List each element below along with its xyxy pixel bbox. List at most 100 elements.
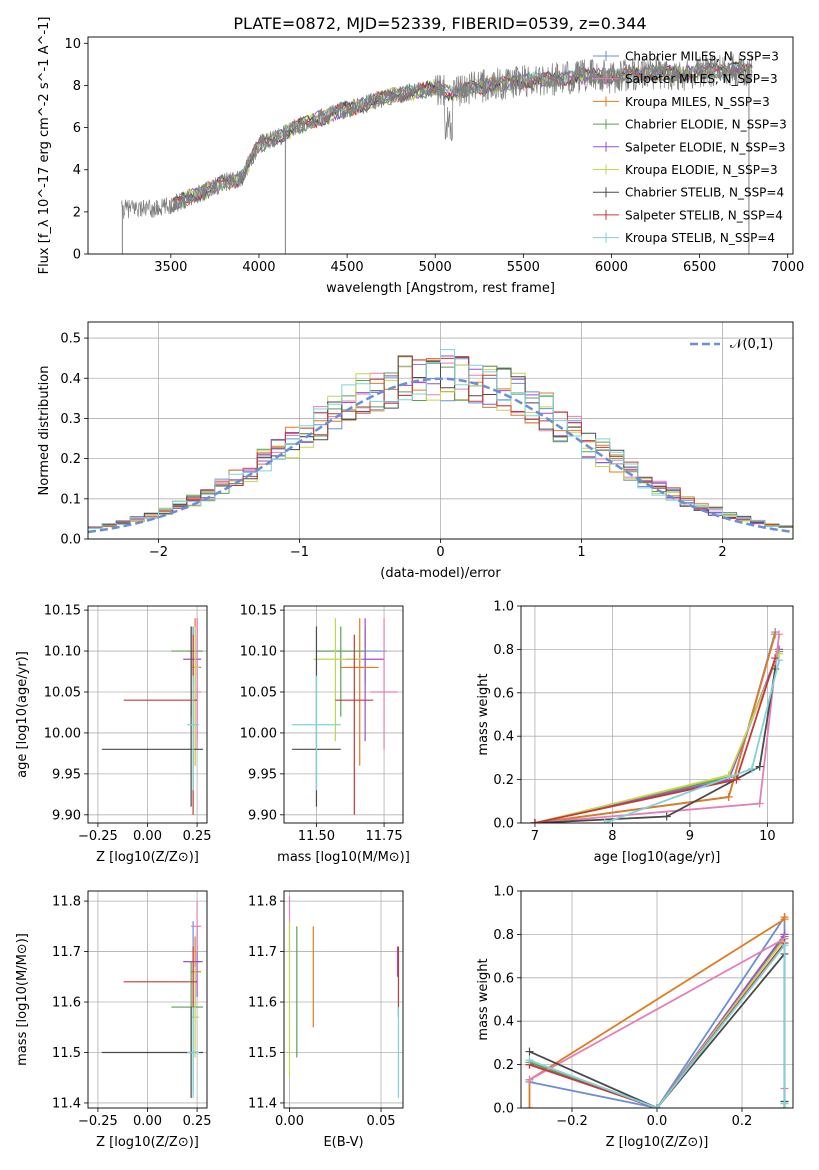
weight-marker [653,1104,661,1108]
y-axis-label: age [log10(age/yr)] [15,651,30,778]
y-tick-label: 2 [73,205,81,220]
weight-marker [775,630,784,639]
mass_vs_ebv-plot-area [288,896,400,1098]
age_vs_Z-panel: −0.25 0.00 0.25 9.90 9.95 10.00 10.05 10.10 10.1… [15,604,212,865]
weight_vs_Z-frame [520,890,794,1109]
legend-entry: Salpeter STELIB, N_SSP=4 [625,208,783,222]
weight_vs_age-panel: 7 8 9 10 0.0 0.2 0.4 0.6 0.8 1.0 age [log10(age/yr… [476,600,794,865]
legend-entry: Chabrier STELIB, N_SSP=4 [625,186,784,200]
legend-entry: Chabrier ELODIE, N_SSP=3 [625,118,787,132]
y-tick-label: 0.2 [60,452,81,467]
x-axis-label: Z [log10(Z/Z⊙)] [96,1135,199,1150]
residual-legend: 𝒩(0,1) [690,337,773,352]
weight-marker [755,799,764,808]
age_vs_Z-frame [87,605,208,824]
weight_vs_Z-panel: −0.2 0.0 0.2 0.0 0.2 0.4 0.6 0.8 1.0 Z [log10(Z/Z… [476,885,794,1150]
y-tick-label: 10 [64,37,81,52]
y-tick-label: 0.6 [493,686,514,701]
y-tick-label: 0 [73,248,81,263]
weight-marker [662,812,671,821]
y-tick-label: 6 [73,121,81,136]
spectrum-legend: Chabrier MILES, N_SSP=3 Salpeter MILES, N… [593,50,787,245]
residual-histogram [88,355,793,529]
y-tick-label: 10.10 [44,645,81,660]
y-tick-label: 9.90 [52,808,81,823]
age_vs_Z-plot-area [101,618,204,815]
y-tick-label: 9.95 [52,767,81,782]
x-tick-label: 5500 [507,260,540,275]
errorbar-point [187,675,200,791]
x-tick-label: −0.2 [556,1114,588,1129]
y-tick-label: 10.10 [240,645,277,660]
y-tick-label: 11.4 [248,1096,277,1111]
y-tick-label: 9.90 [248,808,277,823]
legend-entry: Kroupa STELIB, N_SSP=4 [625,231,775,245]
legend-entry: 𝒩(0,1) [730,337,773,352]
errorbar-point [191,901,202,952]
x-tick-label: 0.25 [183,829,212,844]
x-tick-label: 0.00 [133,829,162,844]
y-tick-label: 11.5 [52,1046,81,1061]
legend-entry: Kroupa MILES, N_SSP=3 [625,95,770,109]
y-tick-label: 0.4 [493,730,514,745]
errorbar-point [187,1007,200,1098]
y-tick-label: 0.8 [493,643,514,658]
y-axis-label: Normed distribution [37,366,52,496]
weight_vs_age-frame [520,605,794,824]
y-tick-label: 0.0 [493,817,514,832]
weight-marker [530,819,539,823]
age_vs_mass-panel: 11.50 11.75 9.90 9.95 10.00 10.05 10.10 10.15 ma… [240,604,410,865]
weight_vs_age-plot-area [530,628,784,823]
spectrum-panel: 3500 4000 4500 5000 5500 6000 6500 7000 0 2 4 6 8 10 w… [37,17,804,296]
y-tick-label: 11.6 [248,996,277,1011]
x-tick-label: −0.25 [78,1114,118,1129]
age_vs_mass-plot-area [292,618,398,815]
y-axis-label: mass [log10(M/M⊙)] [15,933,30,1066]
weight-marker [747,764,756,773]
y-tick-label: 11.6 [52,996,81,1011]
x-tick-label: 6500 [683,260,716,275]
residuals-frame [87,321,794,540]
x-tick-label: 2 [718,545,726,560]
x-tick-label: −0.25 [78,829,118,844]
x-tick-label: 0.00 [133,1114,162,1129]
x-tick-label: 1 [577,545,585,560]
weight-marker [600,819,609,823]
residuals-panel: −2 −1 0 1 2 0.0 0.1 0.2 0.3 0.4 0.5 (data-model)/er… [37,321,794,581]
y-tick-label: 10.00 [240,726,277,741]
x-axis-label: wavelength [Angstrom, rest frame] [326,281,555,296]
mass_vs_Z-frame [87,890,208,1109]
x-axis-label: Z [log10(Z/Z⊙)] [606,1135,709,1150]
y-axis-label: mass weight [476,673,491,755]
x-axis-label: E(B-V) [323,1135,363,1150]
y-tick-label: 8 [73,79,81,94]
y-tick-label: 0.2 [493,1058,514,1073]
weight-line [534,668,777,823]
y-tick-label: 11.8 [248,895,277,910]
y-tick-label: 10.15 [44,604,81,619]
y-tick-label: 0.6 [493,971,514,986]
weight-marker [780,1099,789,1108]
weight-marker [525,1056,534,1065]
residuals-plot-area [88,349,793,534]
x-tick-label: 0.0 [647,1114,668,1129]
spectrum-frame [87,36,794,255]
mass_vs_Z-panel: −0.25 0.00 0.25 11.4 11.5 11.6 11.7 11.8 Z [log1… [15,890,212,1150]
legend-entry: Kroupa ELODIE, N_SSP=3 [625,163,778,177]
x-tick-label: 6000 [595,260,628,275]
weight-marker [775,656,784,665]
weight-marker [755,762,764,771]
y-tick-label: 0.5 [60,332,81,347]
y-tick-label: 11.8 [52,895,81,910]
x-tick-label: 5000 [419,260,452,275]
x-tick-label: 8 [608,829,616,844]
y-tick-label: 0.1 [60,492,81,507]
x-axis-label: (data-model)/error [380,566,501,581]
x-tick-label: 0 [436,545,444,560]
y-tick-label: 11.7 [248,945,277,960]
y-tick-label: 10.05 [44,685,81,700]
y-tick-label: 0.0 [493,1102,514,1117]
mass_vs_ebv-frame [283,890,404,1109]
y-tick-label: 1.0 [493,885,514,900]
